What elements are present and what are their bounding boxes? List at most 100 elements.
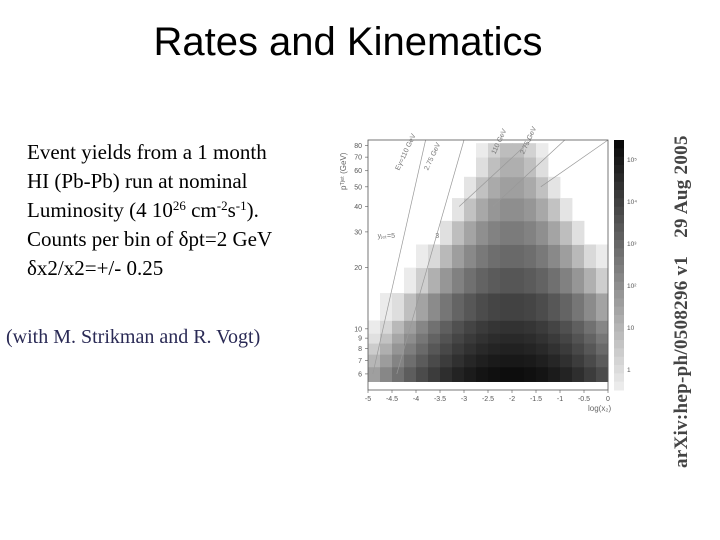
kinematic-line xyxy=(372,139,426,374)
colorbar-step xyxy=(614,223,624,233)
x-tick-label: -4 xyxy=(413,396,419,403)
arxiv-stamp: arXiv:hep-ph/0508296 v1 29 Aug 2005 xyxy=(671,117,693,468)
heatmap-cell xyxy=(548,333,561,344)
heatmap-cell xyxy=(464,293,477,321)
heatmap-cell xyxy=(524,198,537,222)
heatmap-cell xyxy=(536,143,549,158)
heatmap-cell xyxy=(464,343,477,355)
heatmap-cell xyxy=(560,244,573,269)
heatmap-cell xyxy=(512,333,525,344)
heatmap-cell xyxy=(512,244,525,269)
heatmap-cell xyxy=(404,267,417,294)
x-tick-label: -5 xyxy=(365,396,371,403)
heatmap-cell xyxy=(524,176,537,199)
colorbar-step xyxy=(614,290,624,299)
heatmap-cell xyxy=(536,198,549,222)
heatmap-cell xyxy=(428,267,441,294)
heatmap-cell xyxy=(428,293,441,321)
heatmap-cell xyxy=(596,267,609,294)
colorbar-step xyxy=(614,206,624,216)
x-tick-label: -2.5 xyxy=(482,396,494,403)
heatmap-cell xyxy=(524,333,537,344)
heatmap-cell xyxy=(464,267,477,294)
heatmap-cell xyxy=(500,198,513,222)
heatmap-cell xyxy=(548,354,561,368)
heatmap-cell xyxy=(500,220,513,245)
colorbar: 10⁵ 10⁴ 10³ 10² 10 1 xyxy=(614,140,637,391)
heatmap-cell xyxy=(440,293,453,321)
x-tick-label: -3 xyxy=(461,396,467,403)
kinematic-line xyxy=(458,139,532,207)
yield-heatmap-chart: -5 -4.5 -4 -3.5 -3 -2.5 -2 -1.5 -1 -0.5 0 6 7 8 9 10 20… xyxy=(339,125,637,413)
heatmap-cell xyxy=(548,366,561,382)
heatmap-cell xyxy=(524,244,537,269)
kinematic-line xyxy=(492,139,566,207)
heatmap-cell xyxy=(452,293,465,321)
colorbar-step xyxy=(614,231,624,241)
heatmap-cell xyxy=(404,354,417,368)
description-line: δx2/x2=+/- 0.25 xyxy=(27,256,164,280)
heatmap-cell xyxy=(476,343,489,355)
heatmap-cell xyxy=(428,354,441,368)
heatmap-cell xyxy=(560,354,573,368)
colorbar-label: 10⁵ xyxy=(627,157,637,164)
heatmap-cell xyxy=(392,366,405,382)
heatmap-cell xyxy=(392,293,405,321)
x-tick-label: 0 xyxy=(606,396,610,403)
heatmap-cell xyxy=(596,354,609,368)
heatmap-cell xyxy=(548,293,561,321)
heatmap-cell xyxy=(536,157,549,178)
heatmap-cell xyxy=(488,157,501,178)
x-tick-label: -4.5 xyxy=(386,396,398,403)
heatmap-cell xyxy=(464,320,477,334)
heatmap-cell xyxy=(488,220,501,245)
heatmap-cell xyxy=(536,293,549,321)
heatmap-cell xyxy=(428,244,441,269)
heatmap-cell xyxy=(440,343,453,355)
heatmap-cell xyxy=(596,320,609,334)
colorbar-step xyxy=(614,281,624,291)
chart-annotation: 2.75 GeV xyxy=(423,142,442,172)
heatmap-cell xyxy=(380,354,393,368)
heatmap-cell xyxy=(512,320,525,334)
heatmap-cell xyxy=(488,244,501,269)
heatmap-cell xyxy=(416,366,429,382)
colorbar-step xyxy=(614,148,624,158)
unit-text: s xyxy=(227,198,236,222)
heatmap-cell xyxy=(476,333,489,344)
unit-text: cm xyxy=(185,198,217,222)
kinematic-line xyxy=(540,139,609,188)
heatmap-cell xyxy=(380,366,393,382)
heatmap-cell xyxy=(560,293,573,321)
colorbar-step xyxy=(614,298,624,308)
colorbar-step xyxy=(614,331,624,341)
heatmap-cell xyxy=(452,220,465,245)
heatmap-cell xyxy=(536,366,549,382)
colorbar-step xyxy=(614,240,624,249)
heatmap-cell xyxy=(464,366,477,382)
heatmap-cell xyxy=(416,343,429,355)
heatmap-cell xyxy=(500,366,513,382)
chart-annotation: Eγ=110 GeV xyxy=(395,133,418,172)
x-tick-labels: -5 -4.5 -4 -3.5 -3 -2.5 -2 -1.5 -1 -0.5 0 xyxy=(365,390,610,403)
colorbar-step xyxy=(614,306,624,316)
heatmap-cell xyxy=(452,343,465,355)
colorbar-step xyxy=(614,356,624,366)
heatmap-cell xyxy=(596,244,609,269)
heatmap-cell xyxy=(416,293,429,321)
heatmap-cell xyxy=(464,244,477,269)
heatmap-cell xyxy=(536,320,549,334)
exponent: -1 xyxy=(235,198,247,213)
x-tick-label: -1 xyxy=(557,396,563,403)
heatmap-cell xyxy=(452,244,465,269)
heatmap-cell xyxy=(380,333,393,344)
heatmap-cell xyxy=(584,333,597,344)
heatmap-cell xyxy=(560,366,573,382)
heatmap-cell xyxy=(584,343,597,355)
y-tick-label: 60 xyxy=(354,168,362,175)
heatmap-cell xyxy=(440,244,453,269)
heatmap-cell xyxy=(368,333,381,344)
heatmap-cell xyxy=(476,366,489,382)
x-tick-label: -3.5 xyxy=(434,396,446,403)
heatmap-cell xyxy=(440,220,453,245)
